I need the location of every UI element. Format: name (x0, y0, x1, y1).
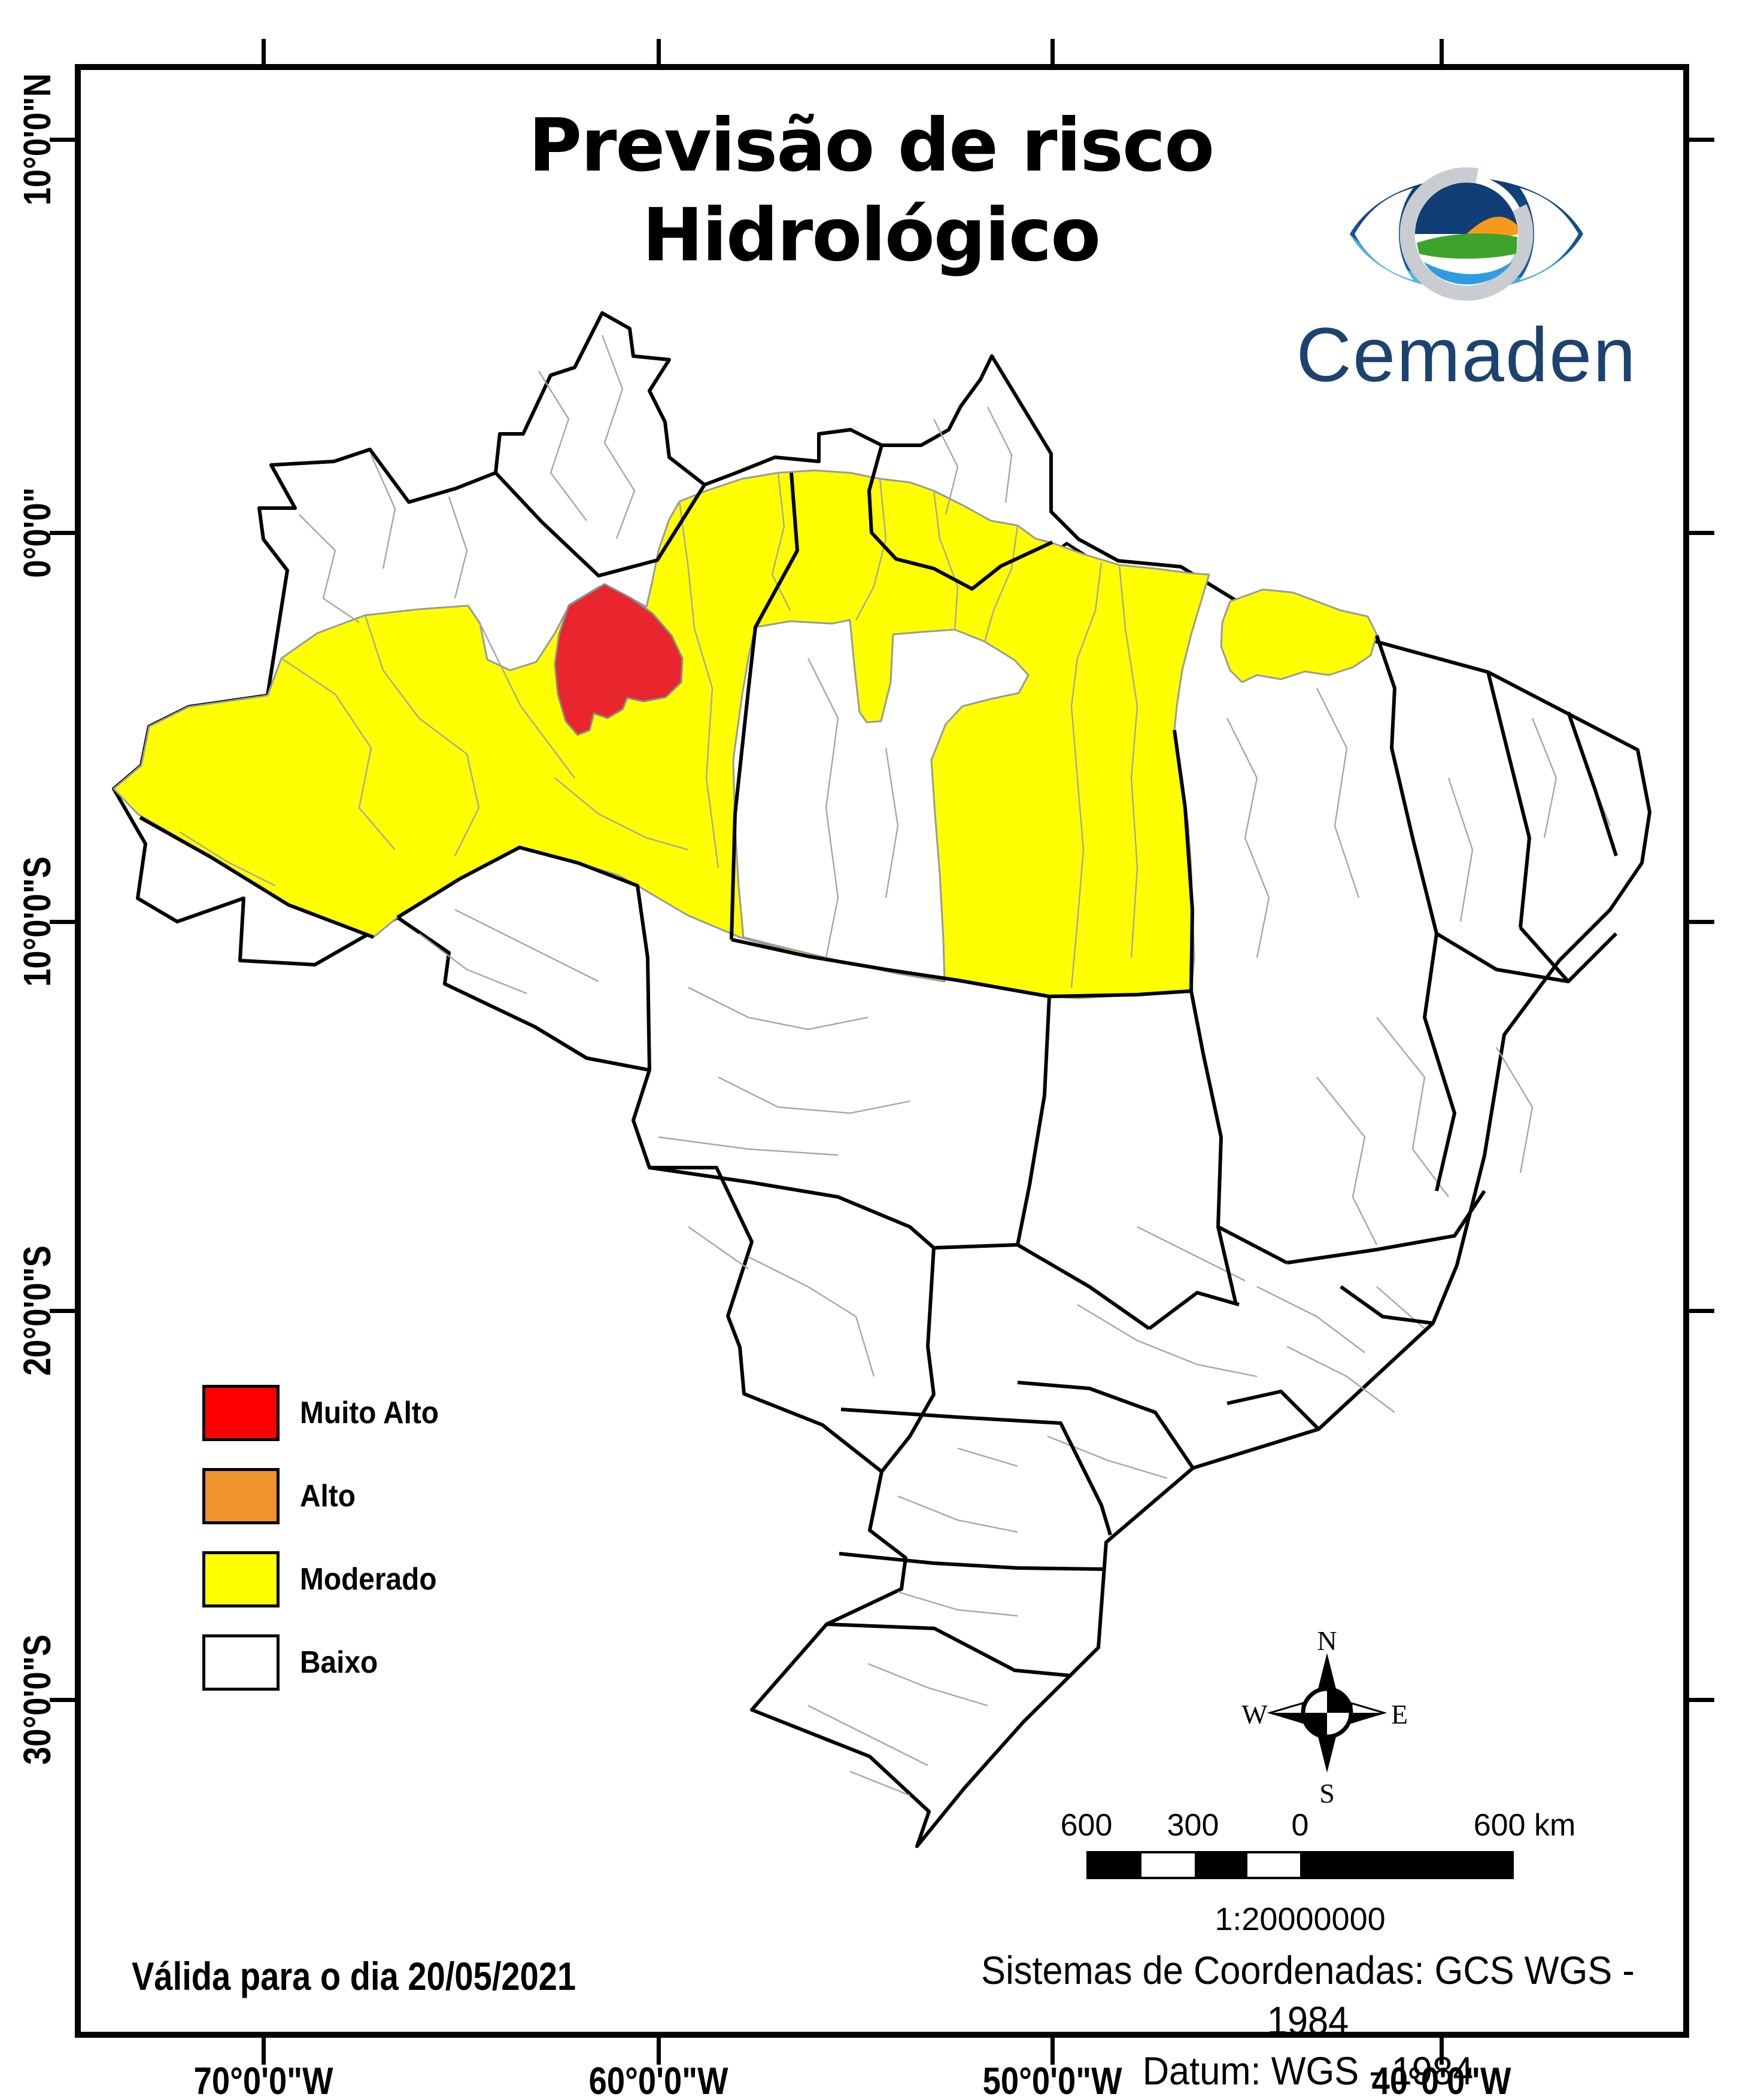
legend-swatch-alto (202, 1468, 280, 1524)
compass-ne-quadrant (1327, 1691, 1349, 1713)
legend-item-baixo: Baixo (202, 1634, 451, 1691)
scalebar-segment (1300, 1853, 1511, 1877)
latitude-label: 20°0'0"S (16, 1245, 59, 1376)
compass-rose-icon: N E S W (1241, 1625, 1408, 1809)
logo-green-wave (1417, 233, 1517, 259)
gridline-tick (1689, 1698, 1714, 1702)
map-frame (75, 64, 1689, 2038)
latitude-label: 10°0'0"N (16, 73, 59, 206)
compass-e-label: E (1391, 1699, 1408, 1730)
gridline-tick (1689, 138, 1714, 142)
gridline-tick (50, 920, 75, 924)
gridline-tick (262, 39, 266, 64)
legend-label: Baixo (300, 1645, 378, 1680)
gridline-tick (657, 2038, 661, 2065)
longitude-label: 60°0'0"W (588, 2059, 728, 2100)
page-title-line1: Previsão de risco (528, 103, 1214, 188)
gridline-tick (1050, 39, 1055, 64)
scalebar-segment (1247, 1853, 1300, 1877)
state-border-lines (139, 445, 1618, 1677)
scalebar-segment (1089, 1853, 1142, 1877)
compass-north-arm (1316, 1653, 1338, 1698)
risk-region-moderado-north (113, 469, 1210, 999)
compass-s-label: S (1319, 1778, 1335, 1809)
brand-wordmark: Cemaden (1296, 312, 1637, 398)
gridline-tick (1689, 531, 1714, 535)
legend: Muito Alto Alto Moderado Baixo (202, 1385, 451, 1691)
latitude-label: 0°0'0" (16, 487, 59, 578)
gridline-tick (1440, 39, 1444, 64)
cemaden-logo-icon (1350, 167, 1583, 301)
legend-item-alto: Alto (202, 1468, 451, 1524)
validity-date: Válida para o dia 20/05/2021 (132, 1954, 576, 1998)
legend-label: Muito Alto (300, 1396, 439, 1430)
compass-w-label: W (1241, 1699, 1268, 1730)
scalebar-tick-label: 600 (1060, 1808, 1113, 1843)
latitude-label: 10°0'0"S (16, 856, 59, 987)
gridline-tick (50, 531, 75, 535)
legend-label: Moderado (300, 1562, 437, 1597)
compass-south-arm (1316, 1727, 1338, 1773)
gridline-tick (657, 39, 661, 64)
scalebar-tick-label: 600 km (1473, 1808, 1576, 1843)
legend-item-moderado: Moderado (202, 1551, 451, 1607)
scalebar-tick-label: 300 (1167, 1808, 1219, 1843)
eye-white-right (1520, 188, 1578, 280)
legend-item-muito_alto: Muito Alto (202, 1385, 451, 1441)
compass-sw-quadrant (1305, 1713, 1327, 1735)
logo-blue-wave (1424, 261, 1513, 285)
datum-line: Datum: WGS - 1984 (1142, 2049, 1474, 2093)
compass-east-arm-fill (1352, 1713, 1384, 1724)
gridline-tick (50, 138, 75, 142)
compass-n-label: N (1317, 1625, 1337, 1656)
logo-orange-wave (1466, 217, 1518, 238)
scalebar-segment (1194, 1853, 1247, 1877)
legend-swatch-muito_alto (202, 1385, 280, 1441)
scalebar-tick-label: 0 (1291, 1808, 1309, 1843)
risk-region-moderado-east (1220, 588, 1378, 683)
subdivision-lines (179, 335, 1611, 1797)
eye-white-left (1355, 188, 1413, 280)
coordinate-system-note: Sistemas de Coordenadas: GCS WGS - 1984 … (943, 1945, 1672, 2096)
gridline-tick (1689, 920, 1714, 924)
longitude-label: 70°0'0"W (193, 2059, 333, 2100)
legend-swatch-moderado (202, 1551, 280, 1607)
page-title-line2: Hidrológico (642, 193, 1101, 278)
gridline-tick (50, 1309, 75, 1313)
legend-label: Alto (300, 1479, 356, 1514)
gridline-tick (262, 2038, 266, 2065)
legend-swatch-baixo (202, 1634, 280, 1691)
scale-ratio: 1:20000000 (1214, 1901, 1386, 1937)
page-title: Previsão de risco Hidrológico (272, 101, 1469, 280)
longitude-label: 40°0'0"W (1371, 2059, 1511, 2100)
compass-west-arm-fill (1270, 1713, 1302, 1724)
gridline-tick (1689, 1309, 1714, 1313)
gridline-tick (1050, 2038, 1055, 2065)
scalebar (1086, 1851, 1514, 1879)
gridline-tick (1440, 2038, 1444, 2065)
coordinate-system-line: Sistemas de Coordenadas: GCS WGS - 1984 (981, 1948, 1635, 2043)
latitude-label: 30°0'0"S (16, 1634, 59, 1765)
gridline-tick (50, 1698, 75, 1702)
risk-region-muito-alto (554, 583, 684, 736)
scalebar-segment (1141, 1853, 1195, 1877)
longitude-label: 50°0'0"W (982, 2059, 1122, 2100)
